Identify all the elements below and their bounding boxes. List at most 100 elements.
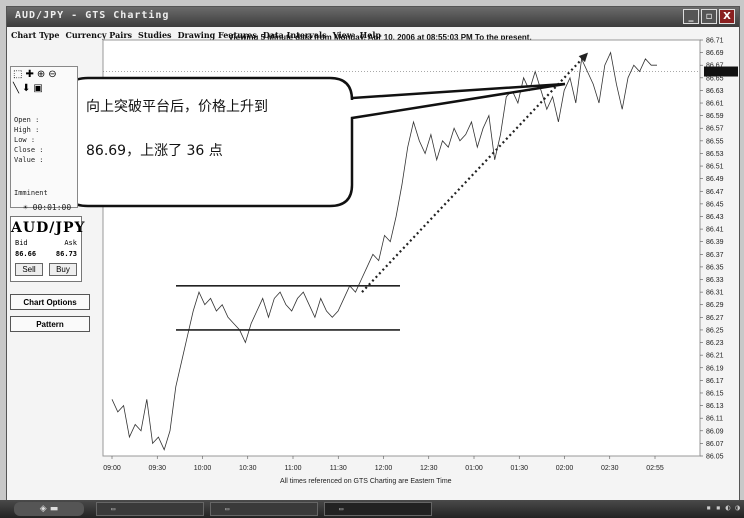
menu-data-intervals[interactable]: Data Intervals [262,30,327,40]
pattern-button[interactable]: Pattern [10,316,90,332]
y-tick-label: 86.07 [706,441,724,448]
menu-studies[interactable]: Studies [138,30,172,40]
price-series-line [111,51,657,451]
y-tick-label: 86.23 [706,340,724,347]
price-chart[interactable]: 86.71 86.69 86.67 86.65 86.63 86.61 86.59 86.57… [0,0,744,500]
bid-price: 86.66 [15,250,37,258]
y-tick-label: 86.39 [706,239,724,246]
y-tick-label: 86.19 [706,365,724,372]
trade-buttons: Sell Buy [15,263,77,276]
y-tick-label: 86.53 [706,151,724,158]
y-tick-label: 86.37 [706,252,724,259]
menu-view[interactable]: View [332,30,354,40]
x-tick-label: 10:30 [239,465,257,472]
drawing-toolbox: ⬚ ✚ ⊕ ⊖ ╲ ⬇ ▣ Open : High : Low : Close … [10,66,78,212]
x-tick-label: 11:30 [330,465,347,472]
y-tick-label: 86.41 [706,227,724,234]
tool-row-2: ╲ ⬇ ▣ [13,83,43,94]
y-tick-label: 86.15 [706,390,724,397]
box-icon[interactable]: ▣ [33,83,43,94]
y-tick-label: 86.27 [706,315,724,322]
x-tick-label: 02:30 [601,465,619,472]
callout-line-1: 向上突破平台后，价格上升到 [86,99,268,115]
y-tick-label: 86.33 [706,277,724,284]
last-price-marker [704,66,738,77]
y-tick-label: 86.31 [706,290,724,297]
breakout-arrow-head [578,52,588,63]
y-tick-label: 86.35 [706,264,724,271]
bid-ask-headers: Bid Ask [15,239,77,247]
x-tick-label: 09:00 [103,465,121,472]
y-tick-label: 86.67 [706,63,724,70]
window-title: AUD/JPY - GTS Charting [15,10,170,21]
title-bar[interactable]: AUD/JPY - GTS Charting _ ▫ X [7,7,739,27]
y-tick-label: 86.13 [706,403,724,410]
taskbar-item-2[interactable]: ▭ [210,502,318,516]
y-tick-label: 86.11 [706,416,723,423]
maximize-button[interactable]: ▫ [701,9,717,24]
x-tick-label: 10:00 [194,465,212,472]
window-icon: ▭ [339,505,344,513]
y-tick-label: 86.25 [706,327,724,334]
tray-icons: ▪ ▪ ◐ ◑ [706,503,740,512]
line-icon[interactable]: ╲ [13,83,20,94]
y-tick-label: 86.49 [706,176,724,183]
buy-button[interactable]: Buy [49,263,77,276]
y-tick-label: 86.09 [706,428,724,435]
ask-label: Ask [64,239,77,247]
window-icon: ▭ [225,505,230,513]
minimize-button[interactable]: _ [683,9,699,24]
ask-price: 86.73 [55,250,77,258]
y-tick-label: 86.45 [706,201,724,208]
arrow-down-icon[interactable]: ⬇ [22,83,31,94]
countdown-timer: ☀ 00:01:00 [23,203,71,212]
menu-help[interactable]: Help [359,30,381,40]
y-tick-label: 86.29 [706,302,724,309]
y-tick-label: 86.71 [706,38,724,45]
system-tray: ▪ ▪ ◐ ◑ [706,503,740,512]
close-button[interactable]: X [719,9,735,24]
sell-button[interactable]: Sell [15,263,43,276]
imminent-label: Imminent [14,189,48,197]
menu-bar: Chart Type Currency Pairs Studies Drawin… [7,27,739,43]
ohlc-open-label: Open : [14,116,40,124]
x-tick-label: 02:00 [556,465,574,472]
ohlc-value-label: Value : [14,156,44,164]
y-tick-label: 86.57 [706,126,724,133]
ohlc-readout: Open : High : Low : Close : Value : [14,115,44,165]
crosshair-icon[interactable]: ✚ [25,69,34,80]
y-tick-label: 86.59 [706,113,724,120]
window-icon: ▭ [111,505,116,513]
x-tick-label: 01:00 [465,465,483,472]
x-tick-label: 12:00 [375,465,393,472]
bid-label: Bid [15,239,28,247]
chart-options-button[interactable]: Chart Options [10,294,90,310]
menu-currency-pairs[interactable]: Currency Pairs [65,30,133,40]
bid-ask-prices: 86.66 86.73 [15,250,77,258]
timezone-footnote: All times referenced on GTS Charting are… [280,478,452,485]
x-tick-label: 11:00 [285,465,302,472]
y-tick-label: 86.05 [706,454,724,461]
y-tick-label: 86.63 [706,88,724,95]
taskbar-item-3[interactable]: ▭ [324,502,432,516]
x-tick-label: 12:30 [420,465,438,472]
menu-drawing-features[interactable]: Drawing Features [177,30,257,40]
y-tick-label: 86.17 [706,378,724,385]
zoom-in-icon[interactable]: ⊕ [36,69,46,80]
y-tick-label: 86.51 [706,164,724,171]
callout-line-2: 86.69，上涨了 36 点 [86,143,223,159]
ohlc-low-label: Low : [14,136,36,144]
start-button[interactable]: ◈ ▬ [14,502,84,516]
y-tick-label: 86.47 [706,189,724,196]
select-arrow-icon[interactable]: ⬚ [13,69,23,80]
ohlc-high-label: High : [14,126,40,134]
ohlc-close-label: Close : [14,146,44,154]
y-tick-label: 86.61 [706,101,724,108]
y-tick-label: 86.21 [706,353,724,360]
taskbar-item-1[interactable]: ▭ [96,502,204,516]
start-logo-icon: ◈ ▬ [39,504,59,514]
timer-value: 00:01:00 [32,203,72,212]
menu-chart-type[interactable]: Chart Type [11,30,60,40]
zoom-out-icon[interactable]: ⊖ [48,69,57,80]
window-controls: _ ▫ X [683,9,735,24]
